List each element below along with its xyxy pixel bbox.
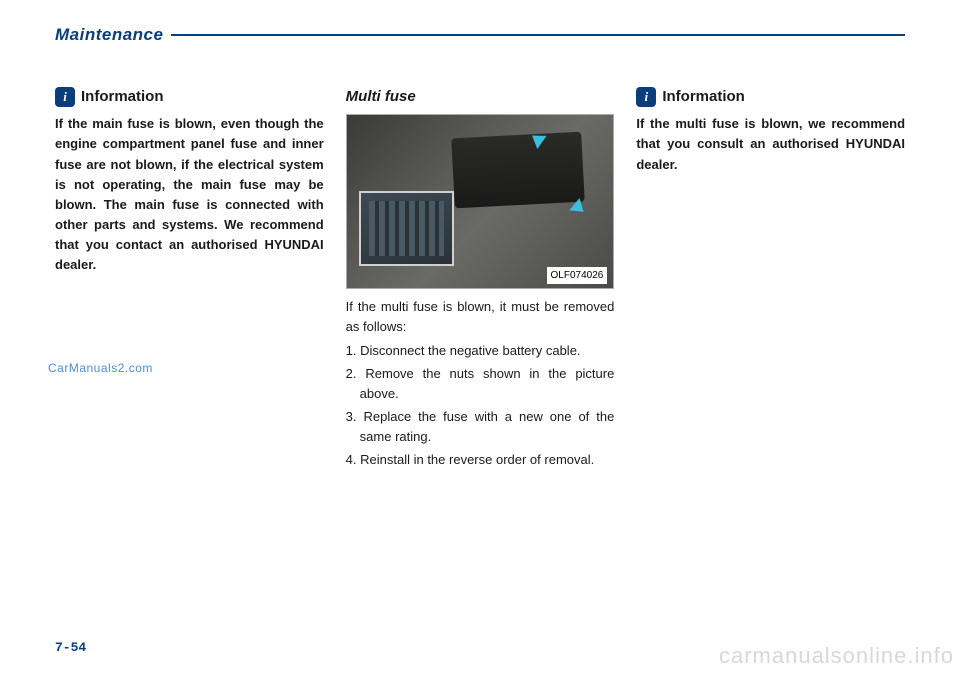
- inset-fuses-graphic: [369, 201, 444, 256]
- watermark-site: carmanualsonline.info: [719, 643, 954, 669]
- info-label: Information: [662, 85, 745, 108]
- header-rule: [171, 34, 905, 36]
- info-body: If the multi fuse is blown, we rec­ommen…: [636, 114, 905, 174]
- column-2: Multi fuse OLF074026 If the multi fuse i…: [346, 85, 615, 473]
- step-4: 4. Reinstall in the reverse order of rem…: [346, 450, 615, 470]
- watermark-source: CarManuals2.com: [48, 361, 153, 375]
- figure-reference: OLF074026: [547, 267, 608, 285]
- step-1: 1. Disconnect the negative battery cable…: [346, 341, 615, 361]
- page-header: Maintenance: [55, 25, 905, 45]
- figure-inset: [359, 191, 454, 266]
- info-heading: i Information: [55, 85, 324, 108]
- info-icon: i: [636, 87, 656, 107]
- column-1: i Information If the main fuse is blown,…: [55, 85, 324, 473]
- info-label: Information: [81, 85, 164, 108]
- step-2: 2. Remove the nuts shown in the pic­ture…: [346, 364, 615, 404]
- section-heading: Maintenance: [55, 25, 163, 45]
- page: Maintenance i Information If the main fu…: [0, 0, 960, 675]
- intro-text: If the multi fuse is blown, it must be r…: [346, 297, 615, 337]
- page-number: 7-54: [55, 640, 86, 655]
- info-body: If the main fuse is blown, even though t…: [55, 114, 324, 275]
- fuse-box-graphic: [452, 132, 585, 209]
- subsection-title: Multi fuse: [346, 85, 615, 108]
- content-columns: i Information If the main fuse is blown,…: [55, 85, 905, 473]
- column-3: i Information If the multi fuse is blown…: [636, 85, 905, 473]
- figure-multi-fuse: OLF074026: [346, 114, 615, 289]
- info-icon: i: [55, 87, 75, 107]
- info-heading: i Information: [636, 85, 905, 108]
- step-3: 3. Replace the fuse with a new one of th…: [346, 407, 615, 447]
